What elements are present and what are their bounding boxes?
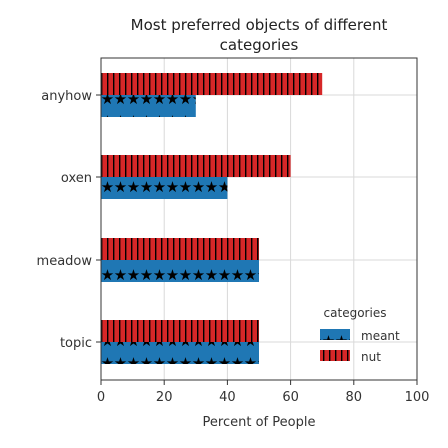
- legend-items: meant nut: [320, 329, 400, 364]
- chart-title-line-2: categories: [220, 36, 299, 54]
- x-tick-label: 60: [282, 390, 299, 405]
- y-tick-label-anyhow: anyhow: [41, 89, 92, 104]
- bar-meant-anyhow: [101, 95, 196, 117]
- chart-title-line-1: Most preferred objects of different: [131, 16, 388, 34]
- bars: [101, 73, 323, 364]
- bar-nut-topic: [101, 320, 259, 342]
- legend-title: categories: [324, 306, 387, 320]
- legend-swatch-nut: [320, 350, 350, 361]
- x-tick-label: 20: [156, 390, 173, 405]
- bar-nut-anyhow: [101, 73, 323, 95]
- y-tick-label-oxen: oxen: [61, 171, 92, 186]
- x-tick-label: 100: [405, 390, 430, 405]
- y-tick-label-meadow: meadow: [37, 254, 93, 269]
- y-axis-ticks: anyhow oxen meadow topic: [37, 89, 101, 351]
- x-axis-ticks: 0 20 40 60 80 100: [97, 380, 430, 405]
- bar-nut-meadow: [101, 238, 259, 260]
- legend-label-meant: meant: [361, 329, 400, 343]
- legend-swatch-meant: [320, 329, 350, 340]
- legend-label-nut: nut: [361, 350, 381, 364]
- x-tick-label: 0: [97, 390, 105, 405]
- plot-frame: [100, 57, 418, 381]
- legend: categories meant nut: [320, 306, 400, 364]
- bar-meant-meadow: [101, 260, 259, 282]
- x-tick-label: 40: [219, 390, 236, 405]
- bar-nut-oxen: [101, 155, 291, 177]
- x-axis-title: Percent of People: [203, 415, 316, 430]
- y-tick-label-topic: topic: [60, 336, 92, 351]
- bar-meant-oxen: [101, 177, 228, 199]
- bar-meant-topic: [101, 342, 259, 364]
- x-tick-label: 80: [346, 390, 363, 405]
